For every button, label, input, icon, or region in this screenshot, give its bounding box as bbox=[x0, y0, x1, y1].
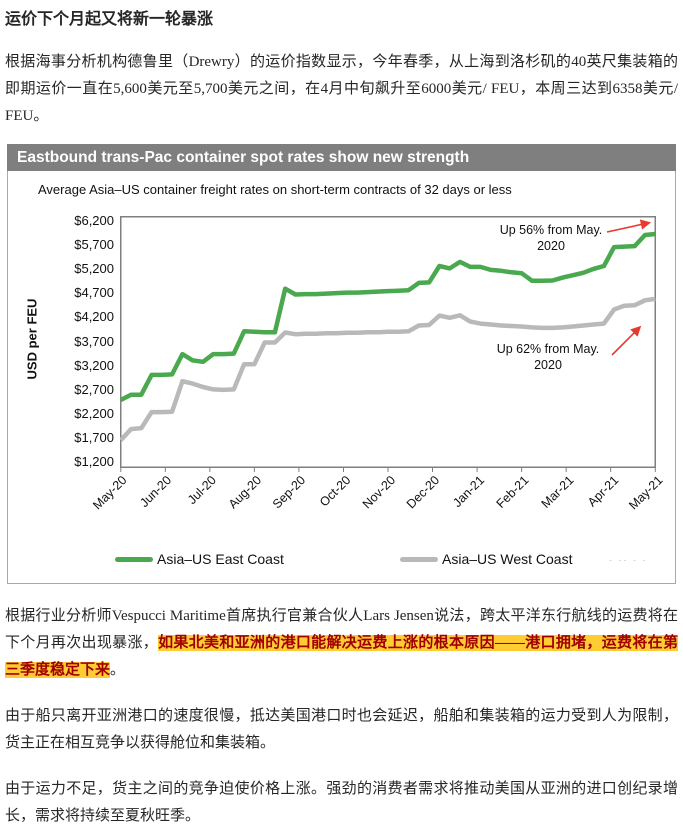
x-tick-label: Mar-21 bbox=[538, 473, 577, 511]
y-tick-label: $1,200 bbox=[74, 454, 114, 470]
y-tick-label: $2,700 bbox=[74, 381, 114, 397]
chart-body: Average Asia–US container freight rates … bbox=[7, 171, 676, 584]
svg-text:Up 62% from May.: Up 62% from May. bbox=[497, 342, 600, 356]
legend-swatch-west bbox=[400, 556, 438, 562]
chart-subtitle: Average Asia–US container freight rates … bbox=[38, 182, 512, 197]
legend-entry-east: Asia–US East Coast bbox=[115, 549, 284, 569]
paragraph-4: 由于运力不足，货主之间的竞争迫使价格上涨。强劲的消费者需求将推动美国从亚洲的进口… bbox=[5, 781, 678, 824]
legend-label-west: Asia–US West Coast bbox=[442, 551, 573, 567]
y-tick-label: $1,700 bbox=[74, 430, 114, 446]
svg-text:2020: 2020 bbox=[537, 239, 565, 253]
y-tick-label: $5,700 bbox=[74, 236, 114, 252]
x-tick-label: Jul-20 bbox=[185, 473, 220, 507]
y-tick-label: $4,700 bbox=[74, 285, 114, 301]
paragraph-1: 根据海事分析机构德鲁里（Drewry）的运价指数显示，今年春季，从上海到洛杉矶的… bbox=[5, 54, 678, 124]
x-tick-label: Apr-21 bbox=[584, 473, 622, 510]
x-tick-label: Jun-20 bbox=[137, 473, 175, 510]
y-tick-label: $3,700 bbox=[74, 333, 114, 349]
freight-rates-chart: Eastbound trans-Pac container spot rates… bbox=[7, 144, 676, 584]
paragraph-3: 由于船只离开亚洲港口的速度很慢，抵达美国港口时也会延迟，船舶和集装箱的运力受到人… bbox=[5, 708, 678, 751]
plot-svg: Up 56% from May. 2020 Up 62% from May. 2020 bbox=[120, 216, 656, 472]
legend-label-east: Asia–US East Coast bbox=[157, 551, 284, 567]
svg-text:2020: 2020 bbox=[534, 358, 562, 372]
paragraph-2: 根据行业分析师Vespucci Maritime首席执行官兼合伙人Lars Je… bbox=[5, 603, 678, 684]
legend-swatch-east bbox=[115, 556, 153, 562]
chart-title: Eastbound trans-Pac container spot rates… bbox=[17, 149, 470, 166]
paragraph-2-tail: 。 bbox=[110, 662, 126, 678]
svg-text:Up 56% from May.: Up 56% from May. bbox=[500, 223, 603, 237]
legend-entry-west: Asia–US West Coast bbox=[400, 549, 572, 569]
x-tick-label: May-20 bbox=[90, 473, 130, 513]
x-tick-label: Dec-20 bbox=[404, 473, 443, 512]
x-tick-label: Oct-20 bbox=[316, 473, 354, 510]
y-tick-label: $3,200 bbox=[74, 357, 114, 373]
y-tick-label: $4,200 bbox=[74, 309, 114, 325]
chart-title-bar: Eastbound trans-Pac container spot rates… bbox=[7, 144, 676, 171]
x-tick-label: Feb-21 bbox=[494, 473, 532, 511]
y-tick-label: $5,200 bbox=[74, 260, 114, 276]
x-tick-label: May-21 bbox=[626, 473, 666, 513]
x-tick-label: Aug-20 bbox=[225, 473, 264, 512]
article-title: 运价下个月起又将新一轮暴涨 bbox=[5, 11, 214, 28]
y-axis-tick-labels: $6,200 $5,700 $5,200 $4,700 $4,200 $3,700 $3,2… bbox=[8, 208, 114, 474]
watermark: ‐ ‐‐ ‐ ‐ bbox=[609, 555, 648, 565]
y-tick-label: $6,200 bbox=[74, 212, 114, 228]
x-tick-label: Jan-21 bbox=[450, 473, 488, 510]
x-tick-label: Nov-20 bbox=[359, 473, 398, 512]
x-tick-label: Sep-20 bbox=[270, 473, 309, 512]
paragraph-2-lead: 根据行业分析师Vespucci Maritime首席执行官兼合伙人Lars Je… bbox=[5, 608, 678, 651]
y-tick-label: $2,200 bbox=[74, 406, 114, 422]
